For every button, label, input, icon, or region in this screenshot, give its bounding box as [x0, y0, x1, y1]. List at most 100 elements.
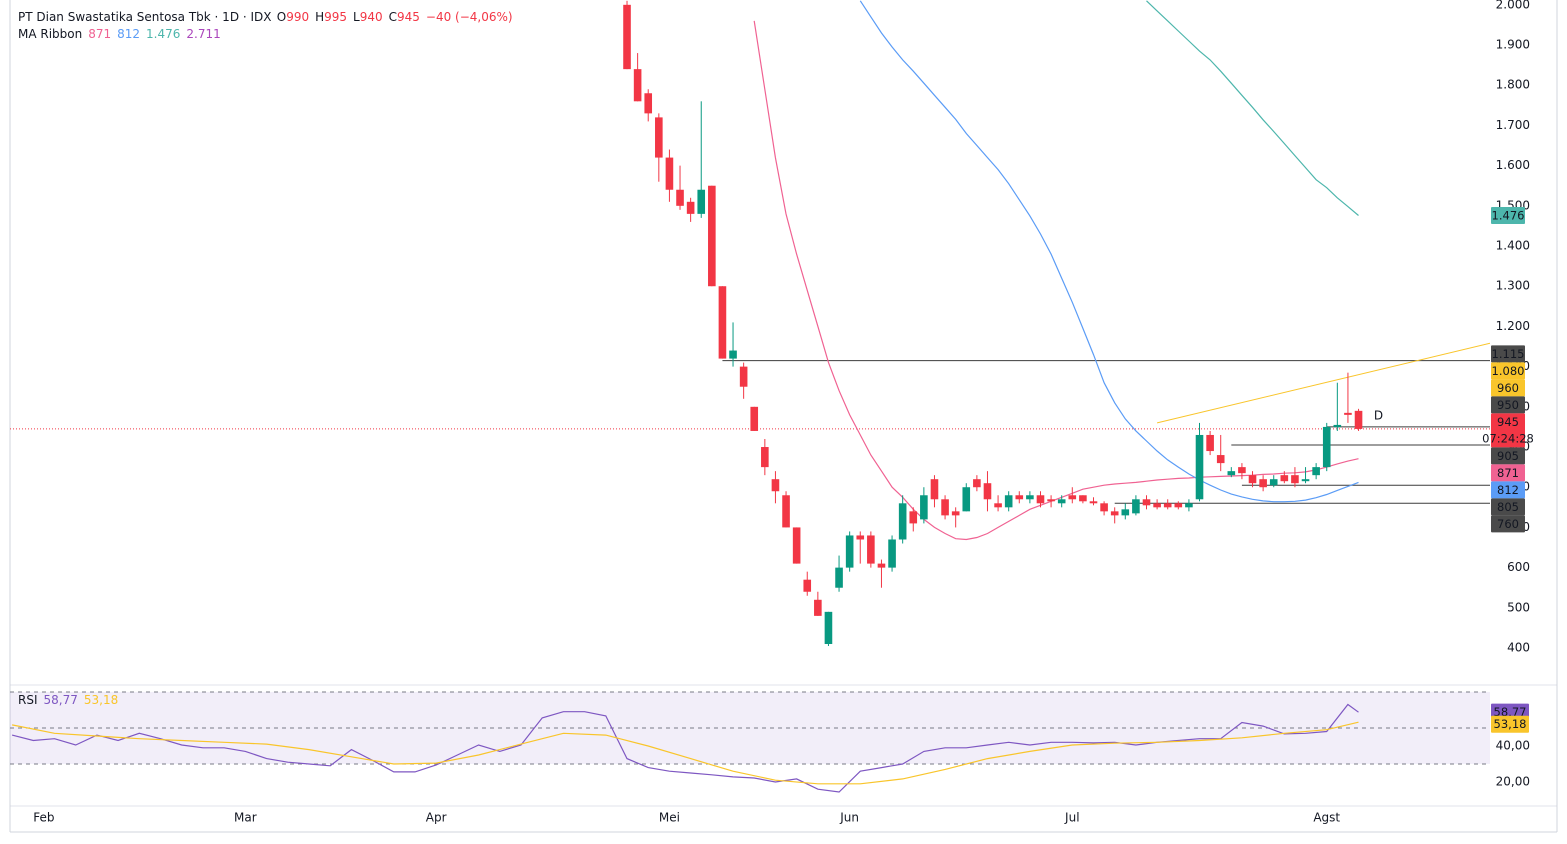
candle-body [1185, 503, 1193, 508]
candle-body [814, 599, 822, 616]
ohlc-value: 990 [286, 10, 309, 24]
y-tick-label: 1.800 [1496, 78, 1530, 92]
ribbon-value: 871 [88, 27, 111, 41]
candle-body [708, 185, 716, 287]
candle-body [729, 350, 737, 359]
ribbon-value: 1.476 [146, 27, 180, 41]
candle-body [1238, 467, 1246, 474]
candle-body [909, 511, 918, 524]
candle-body [1089, 501, 1098, 504]
x-tick-label: Feb [33, 811, 54, 825]
candle-body [920, 495, 928, 520]
candle-body [1079, 495, 1087, 502]
x-tick-label: Mar [234, 811, 257, 825]
countdown: 07:24:28 [1482, 431, 1534, 445]
price-badge-label: 905 [1497, 449, 1519, 463]
x-tick-label: Agst [1313, 811, 1340, 825]
candle-body [1110, 511, 1119, 516]
candle-body [782, 495, 790, 528]
candle-body [1344, 412, 1352, 415]
price-badge [1491, 362, 1525, 380]
candle-body [1206, 434, 1214, 452]
candle-body [1248, 475, 1257, 484]
candle-body [994, 503, 1002, 508]
candle-body [665, 157, 674, 190]
candle-body [930, 479, 939, 500]
candle-body [655, 117, 663, 158]
candle-body [824, 611, 833, 645]
price-badge-label: 945 [1497, 415, 1519, 429]
rsi-legend: RSI 58,77 53,18 [18, 693, 118, 707]
ribbon-value: 812 [117, 27, 140, 41]
y-tick-label: 1.600 [1496, 158, 1530, 172]
price-badge-label: 805 [1497, 500, 1519, 514]
ohlc-key: C [389, 10, 397, 24]
candle-body [867, 535, 875, 564]
price-badge [1491, 413, 1525, 448]
y-tick-label: 400 [1507, 641, 1530, 655]
candle-body [761, 447, 769, 468]
moving-average [753, 20, 1359, 541]
candle-body [898, 503, 907, 540]
candle-body [951, 511, 960, 516]
price-badge [1491, 396, 1525, 414]
candle-body [1163, 503, 1172, 508]
y-tick-label: 1.900 [1496, 38, 1530, 52]
ohlc-key: H [315, 10, 324, 24]
candle-body [623, 4, 631, 70]
candle-body [1227, 471, 1236, 476]
candle-body [750, 406, 759, 431]
price-badge-label: 960 [1497, 381, 1519, 395]
candle-body [1291, 475, 1299, 484]
price-badge [1491, 481, 1525, 499]
title: PT Dian Swastatika Sentosa Tbk · 1D · ID… [18, 10, 271, 24]
rsi-badge [1491, 715, 1529, 733]
candle-body [856, 535, 865, 540]
price-badge [1491, 498, 1525, 516]
change: −40 (−4,06%) [426, 10, 513, 24]
candle-body [1259, 479, 1267, 488]
y-tick-label: 2.000 [1496, 0, 1530, 11]
x-tick-label: Jun [839, 811, 859, 825]
candle-body [1312, 467, 1320, 476]
candle-body [1132, 499, 1140, 514]
rsi-legend-value: 58,77 [44, 693, 78, 707]
candle-body [1026, 495, 1034, 500]
rsi-line [11, 721, 1359, 785]
symbol-header: PT Dian Swastatika Sentosa Tbk · 1D · ID… [18, 10, 513, 24]
y-tick-label: 1.700 [1496, 118, 1530, 132]
candle-body [1269, 479, 1278, 486]
candle-body [983, 483, 992, 500]
ribbon-legend: MA Ribbon 871 812 1.476 2.711 [18, 27, 221, 41]
ohlc-value: 995 [324, 10, 347, 24]
price-badge [1491, 379, 1525, 397]
candle-body [1280, 475, 1289, 482]
candle-body [835, 567, 843, 588]
price-badge-label: 1.476 [1492, 208, 1525, 222]
ohlc-key: L [353, 10, 360, 24]
rsi-badge-label: 53,18 [1494, 717, 1527, 731]
x-tick-label: Jul [1064, 811, 1079, 825]
candle-body [845, 535, 854, 568]
price-badge-label: 871 [1497, 466, 1519, 480]
price-badge [1491, 464, 1525, 482]
y-tick-label: 500 [1507, 600, 1530, 614]
ribbon-title: MA Ribbon [18, 27, 82, 41]
price-badge-label: 812 [1497, 483, 1519, 497]
candle-body [1322, 426, 1331, 468]
candle-body [1068, 495, 1077, 500]
candle-body [676, 189, 684, 206]
x-tick-label: Apr [426, 811, 447, 825]
candle-body [697, 189, 706, 214]
candle-body [1142, 499, 1151, 506]
candle-body [973, 479, 981, 488]
rsi-tick-label: 40,00 [1496, 738, 1530, 752]
x-tick-label: Mei [659, 811, 680, 825]
candle-body [633, 69, 642, 102]
axes: 2.0001.9001.8001.7001.6001.5001.4001.300… [33, 0, 1534, 825]
candle-body [792, 527, 801, 564]
candle-body [877, 563, 886, 568]
